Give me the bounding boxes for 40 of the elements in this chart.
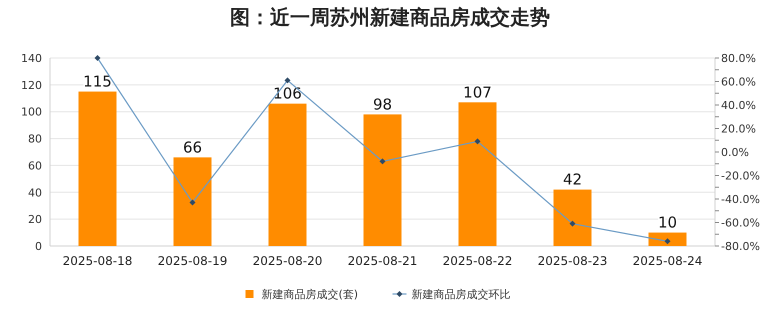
y-tick-label: 100: [21, 106, 42, 119]
x-tick-label: 2025-08-23: [538, 254, 608, 268]
y-tick-label: 20: [28, 213, 42, 226]
x-tick-label: 2025-08-21: [348, 254, 418, 268]
y-tick-label: 120: [21, 78, 42, 92]
data-label: 115: [83, 72, 112, 91]
y2-tick-label: 20.0%: [721, 122, 756, 136]
bar: [174, 157, 212, 246]
bar: [458, 102, 496, 246]
bar: [554, 190, 592, 246]
data-label: 42: [562, 170, 582, 189]
x-tick-label: 2025-08-18: [62, 254, 132, 268]
data-label: 10: [658, 214, 678, 232]
y-tick-label: 60: [28, 159, 42, 172]
y2-tick-label: 80.0%: [721, 52, 756, 65]
x-tick-label: 2025-08-24: [632, 254, 702, 268]
x-tick-label: 2025-08-19: [158, 254, 228, 268]
x-tick-label: 2025-08-20: [252, 254, 322, 268]
y2-tick-label: 40.0%: [721, 99, 756, 112]
bar: [78, 92, 116, 246]
data-label: 107: [463, 83, 492, 102]
bar: [364, 114, 402, 246]
y2-tick-label: 60.0%: [721, 76, 756, 88]
legend-label: 新建商品房成交环比: [412, 288, 510, 301]
data-label: 98: [372, 95, 392, 114]
x-tick-label: 2025-08-22: [442, 254, 512, 268]
y-tick-label: 0: [35, 240, 42, 253]
bar: [648, 232, 686, 246]
y-tick-label: 80: [28, 132, 42, 146]
y-tick-label: 140: [21, 52, 42, 65]
legend-label: 新建商品房成交(套): [262, 288, 358, 301]
data-label: 66: [182, 138, 202, 156]
y2-tick-label: -20.0%: [721, 170, 760, 182]
y2-tick-label: 0.0%: [721, 146, 749, 159]
y2-tick-label: -80.0%: [721, 240, 760, 253]
y-tick-label: 40: [28, 186, 42, 200]
bar: [268, 104, 306, 246]
chart-title: 图：近一周苏州新建商品房成交走势: [230, 5, 550, 29]
y2-tick-label: -40.0%: [721, 193, 760, 206]
y2-tick-label: -60.0%: [721, 216, 760, 230]
